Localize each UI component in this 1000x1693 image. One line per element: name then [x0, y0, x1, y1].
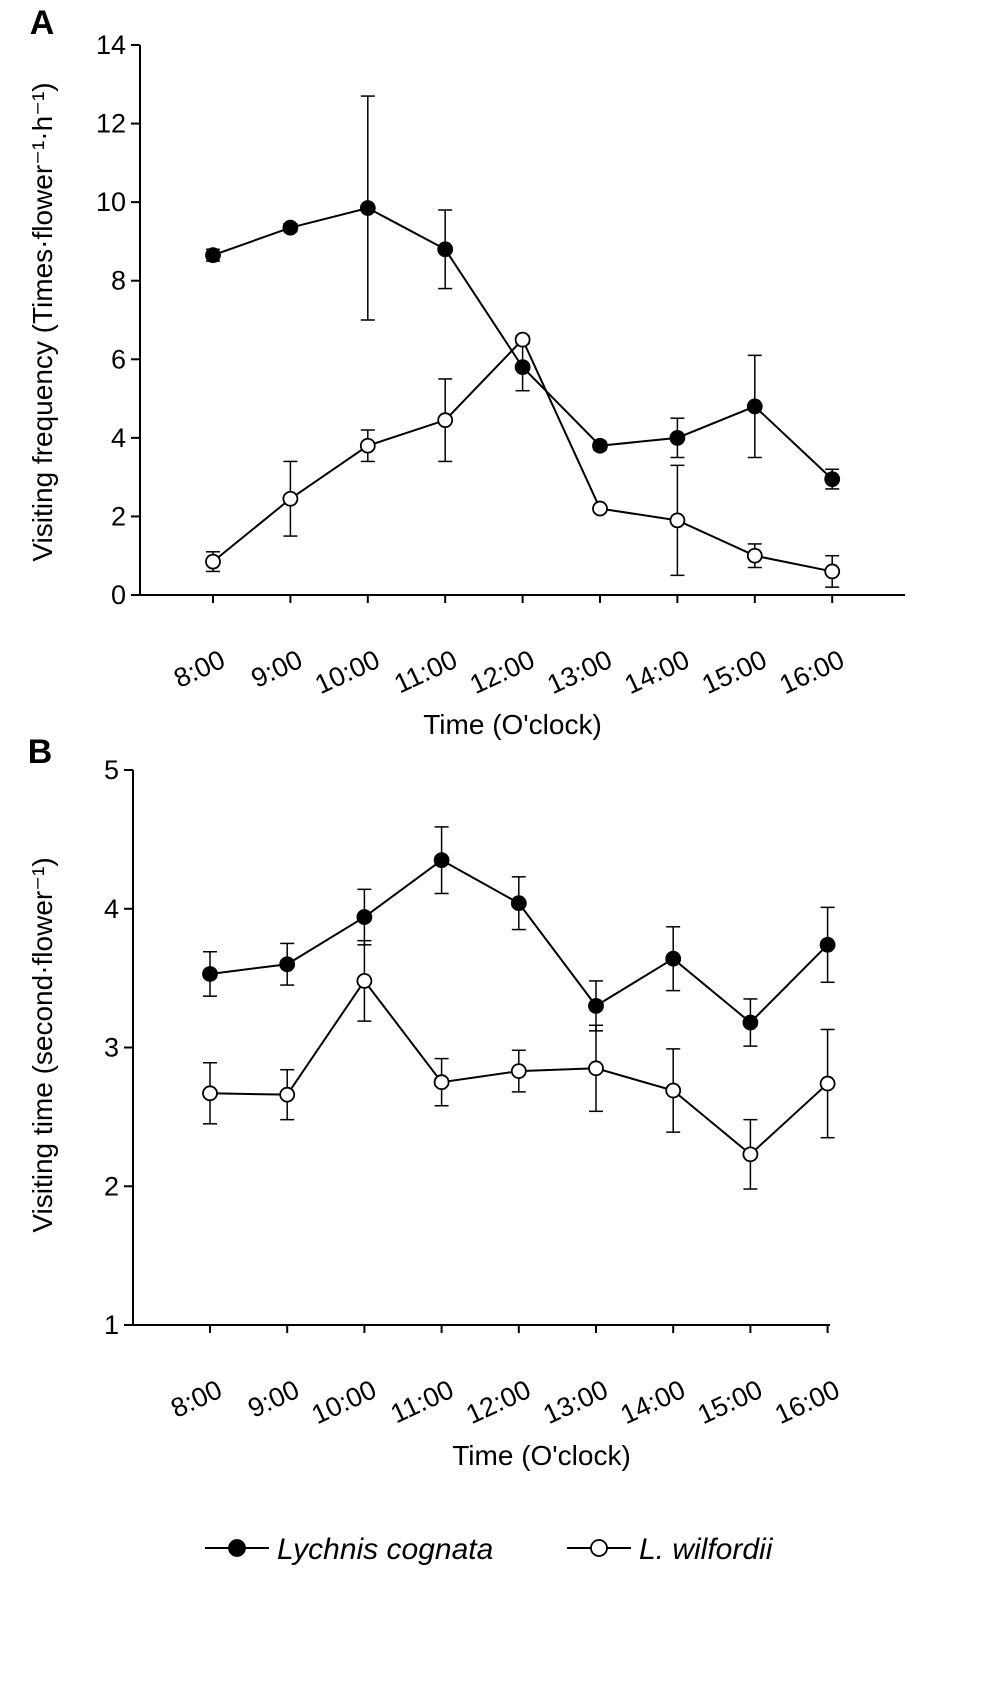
panel-b-lychnis-cognata-point-11-00: [433, 852, 450, 869]
panel-a-y-tick-label-0: 0: [111, 580, 126, 610]
legend-label-lychnis-cognata: Lychnis cognata: [277, 1533, 493, 1566]
panel-a-x-tick-label-8-00: 8:00: [169, 644, 229, 693]
panel-a-lychnis-cognata-point-9-00: [282, 219, 299, 236]
panel-b-l-wilfordii-point-10-00: [356, 973, 373, 989]
panel-b-x-tick-label-12-00: 12:00: [461, 1374, 535, 1430]
panel-a-l-wilfordii-point-14-00: [669, 512, 686, 529]
panel-a-lychnis-cognata-point-15-00: [746, 398, 763, 415]
panel-b-l-wilfordii-point-14-00: [665, 1082, 682, 1099]
panel-b-l-wilfordii-point-16-00: [819, 1075, 836, 1092]
panel-a-label: A: [30, 4, 55, 42]
panel-a-x-tick-label-15-00: 15:00: [697, 644, 771, 700]
panel-a-lychnis-cognata-point-13-00: [592, 437, 608, 454]
panel-b-lychnis-cognata-point-13-00: [588, 997, 604, 1014]
panel-a-y-tick-label-8: 8: [111, 266, 126, 296]
panel-a-y-tick-label-4: 4: [111, 423, 126, 453]
panel-a-lychnis-cognata-point-12-00: [514, 359, 531, 376]
panel-a-x-tick-label-10-00: 10:00: [310, 644, 384, 700]
legend-marker-l-wilfordii: [590, 1539, 608, 1557]
panel-a-x-tick-label-16-00: 16:00: [775, 644, 849, 700]
legend-entry-lychnis-cognata: Lychnis cognata: [205, 1533, 493, 1566]
panel-b-y-axis-title: Visiting time (second·flower⁻¹): [27, 857, 58, 1232]
panel-a-lychnis-cognata-point-11-00: [437, 241, 454, 258]
panel-b-y-tick-label-2: 2: [104, 1171, 119, 1201]
panel-b-x-tick-label-15-00: 15:00: [693, 1374, 767, 1430]
legend-label-l-wilfordii: L. wilfordii: [639, 1533, 774, 1566]
panel-a-x-axis-title: Time (O'clock): [423, 709, 602, 740]
panel-b-lychnis-cognata-point-14-00: [665, 950, 682, 967]
panel-b-x-tick-label-14-00: 14:00: [616, 1374, 690, 1430]
panel-a-x-tick-label-9-00: 9:00: [247, 644, 307, 693]
panel-b-l-wilfordii-point-13-00: [588, 1060, 604, 1077]
panel-a-y-tick-label-12: 12: [96, 109, 126, 139]
panel-b-l-wilfordii-point-8-00: [202, 1085, 218, 1102]
panel-a-lychnis-cognata-point-14-00: [669, 429, 686, 446]
panel-a-y-tick-label-6: 6: [111, 344, 126, 374]
panel-b-y-tick-label-4: 4: [104, 894, 119, 924]
panel-b-x-tick-label-11-00: 11:00: [386, 1374, 458, 1429]
panel-b-l-wilfordii-point-12-00: [510, 1063, 527, 1079]
panel-a-lychnis-cognata-point-8-00: [205, 247, 221, 264]
panel-b-lychnis-cognata-point-16-00: [819, 936, 836, 953]
panel-b-y-tick-label-5: 5: [104, 755, 119, 785]
panel-a-l-wilfordii-point-9-00: [282, 490, 299, 507]
panel-b-lychnis-cognata-point-12-00: [510, 895, 527, 912]
panel-b-x-axis-title: Time (O'clock): [452, 1440, 631, 1471]
panel-b-l-wilfordii-point-15-00: [742, 1146, 759, 1163]
panel-a-l-wilfordii-point-10-00: [359, 437, 376, 454]
panel-a-x-tick-label-13-00: 13:00: [543, 644, 617, 700]
panel-b-x-tick-label-8-00: 8:00: [166, 1374, 226, 1423]
panel-a-y-tick-label-10: 10: [96, 187, 126, 217]
panel-a-x-tick-label-12-00: 12:00: [465, 644, 539, 700]
panel-b-lychnis-cognata-point-8-00: [202, 966, 218, 982]
panel-a-l-wilfordii-point-15-00: [746, 547, 763, 564]
legend-marker-lychnis-cognata: [228, 1539, 246, 1557]
panel-a-l-wilfordii-point-8-00: [205, 553, 221, 570]
panel-b-x-tick-label-16-00: 16:00: [770, 1374, 844, 1430]
legend: Lychnis cognata L. wilfordii: [205, 1533, 774, 1566]
panel-a-x-tick-label-11-00: 11:00: [390, 644, 462, 699]
panel-b-l-wilfordii-point-11-00: [433, 1074, 450, 1091]
panel-b-lychnis-cognata-point-15-00: [742, 1014, 759, 1031]
panel-a-l-wilfordii-point-13-00: [592, 500, 608, 517]
panel-b-y-tick-label-3: 3: [104, 1033, 119, 1063]
panel-a-y-axis-title: Visiting frequency (Times·flower⁻¹·h⁻¹): [27, 82, 58, 561]
panel-b-y-tick-label-1: 1: [104, 1310, 119, 1340]
panel-b-label: B: [28, 733, 53, 771]
legend-entry-l-wilfordii: L. wilfordii: [567, 1533, 774, 1566]
panel-b-x-tick-label-13-00: 13:00: [539, 1374, 613, 1430]
panel-a-y-tick-label-2: 2: [111, 501, 126, 531]
panel-a-y-tick-label-14: 14: [96, 30, 126, 60]
panel-a-x-tick-label-14-00: 14:00: [620, 644, 694, 700]
panel-a-l-wilfordii-point-11-00: [437, 412, 454, 429]
panel-a-l-wilfordii-point-16-00: [824, 563, 841, 580]
panel-b-l-wilfordii-point-9-00: [279, 1086, 296, 1103]
panel-a-lychnis-cognata-point-16-00: [824, 471, 841, 488]
panel-b-x-tick-label-10-00: 10:00: [307, 1374, 381, 1430]
panel-a-l-wilfordii-point-12-00: [514, 331, 531, 348]
panel-a-lychnis-cognata-point-10-00: [359, 200, 376, 216]
panel-b-lychnis-cognata-point-9-00: [279, 956, 296, 973]
panel-b-lychnis-cognata-point-10-00: [356, 909, 373, 925]
panel-b-x-tick-label-9-00: 9:00: [243, 1374, 303, 1423]
panel-a-chart: A 0 2 4 6 8 10 12 14 8:00 9:00 10:00 11:00 12:00 13:00…: [27, 4, 905, 740]
